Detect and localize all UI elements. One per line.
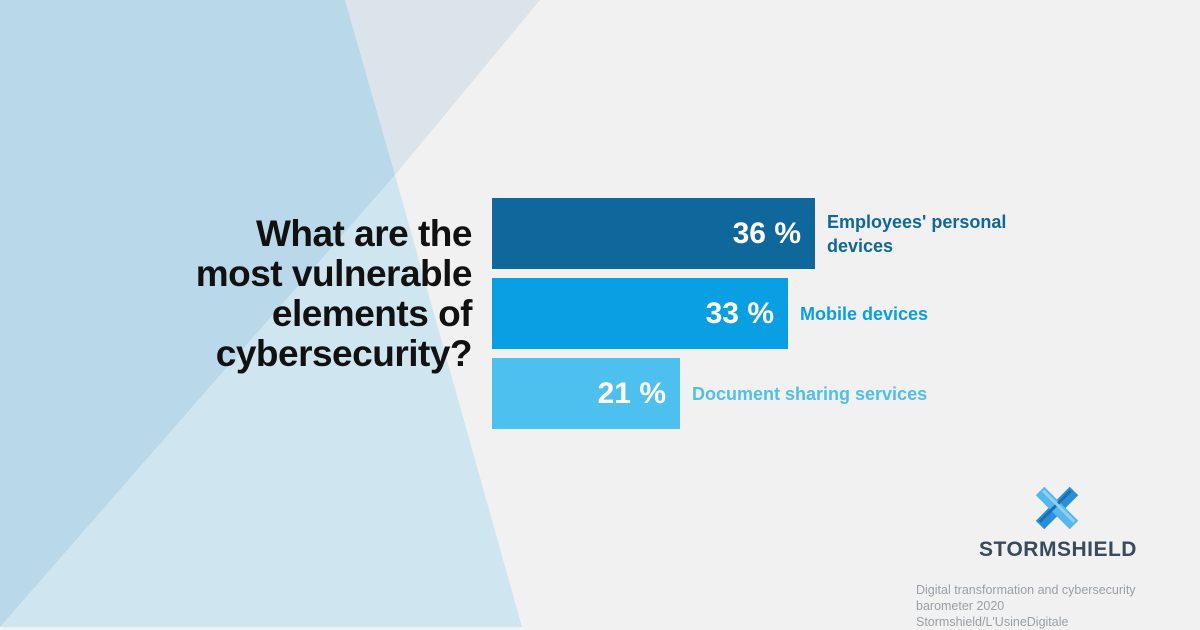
- category-label-line: Document sharing services: [692, 383, 928, 404]
- bar-value-label: 21 %: [597, 377, 666, 410]
- bar: 21 %: [492, 358, 680, 429]
- source-line: barometer 2020 Stormshield/L'UsineDigita…: [916, 599, 1069, 629]
- title-line: cybersecurity?: [215, 333, 473, 374]
- bar: 33 %: [492, 278, 788, 349]
- bar-value-label: 36 %: [732, 217, 801, 250]
- category-label-line: Employees' personal: [827, 211, 1007, 232]
- background-triangle-light: [0, 175, 522, 627]
- bar: 36 %: [492, 198, 815, 269]
- category-label: Mobile devices: [800, 302, 928, 326]
- brand-name: STORMSHIELD: [979, 538, 1137, 561]
- category-label: Employees' personal devices: [827, 210, 1006, 258]
- title-line: elements of: [271, 293, 473, 334]
- stormshield-logo-icon: [1035, 486, 1079, 530]
- source-note: Digital transformation and cybersecurity…: [852, 582, 1152, 630]
- title-line: most vulnerable: [195, 253, 473, 294]
- background-triangle-grey: [345, 0, 540, 175]
- category-label: Document sharing services: [692, 382, 927, 406]
- category-label-line: devices: [827, 235, 894, 256]
- bar-value-label: 33 %: [705, 297, 774, 330]
- chart-title: What are the most vulnerable elements of…: [112, 213, 473, 374]
- title-line: What are the: [255, 213, 473, 254]
- background-triangle-mid: [0, 0, 395, 627]
- source-line: Digital transformation and cybersecurity: [916, 583, 1136, 597]
- category-label-line: Mobile devices: [800, 303, 929, 324]
